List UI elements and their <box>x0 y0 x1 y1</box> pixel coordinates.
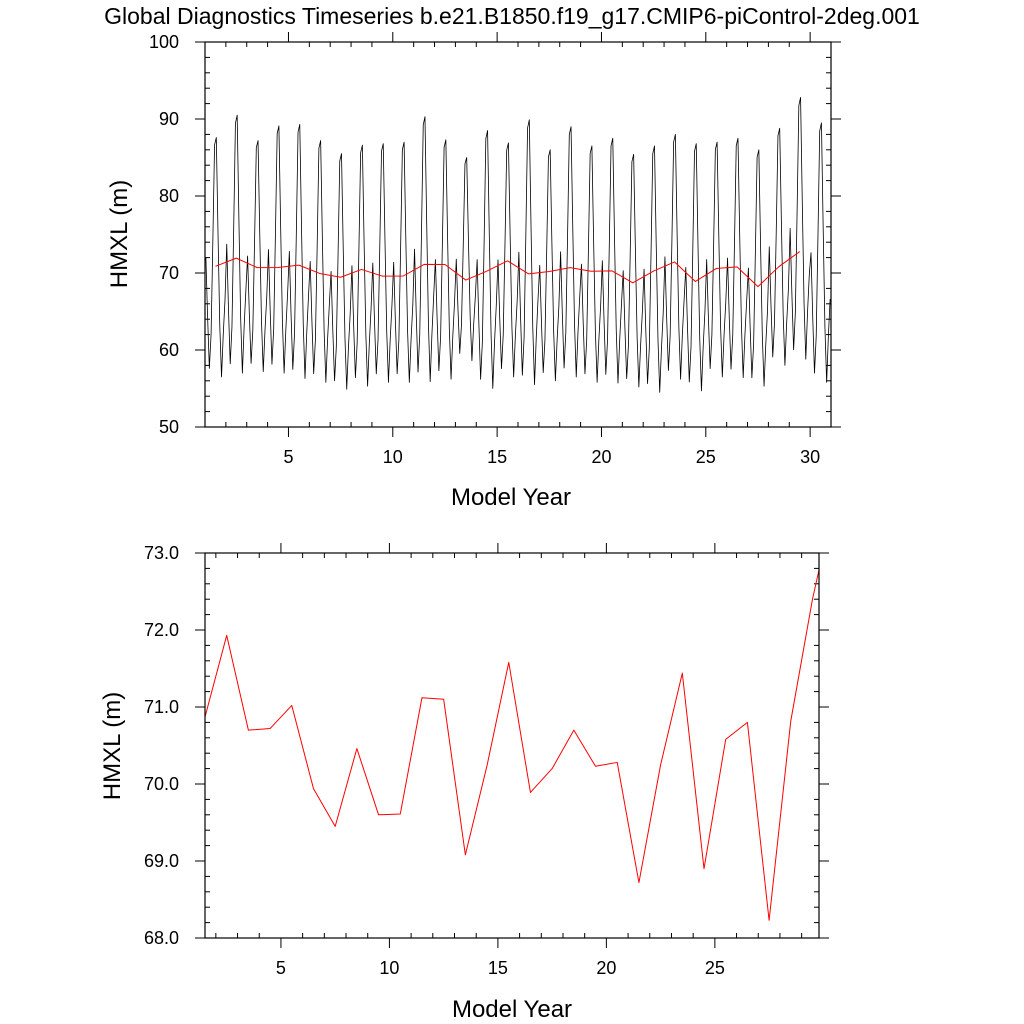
x-tick-label: 25 <box>696 447 716 467</box>
bottom-panel-tick-labels: 5 10 15 20 25 68.0 69.0 70.0 71.0 72.0 73.0 <box>144 543 725 978</box>
y-tick-label: 70.0 <box>144 774 179 794</box>
x-tick-label: 30 <box>800 447 820 467</box>
y-tick-label: 72.0 <box>144 620 179 640</box>
y-tick-label: 70 <box>159 263 179 283</box>
y-tick-label: 90 <box>159 109 179 129</box>
x-tick-label: 10 <box>383 447 403 467</box>
bottom-panel-ticks <box>195 543 829 948</box>
bottom-x-axis-title: Model Year <box>452 996 572 1023</box>
annual-mean-series-line <box>215 251 800 288</box>
figure-title: Global Diagnostics Timeseries b.e21.B185… <box>104 3 920 29</box>
x-tick-label: 5 <box>276 958 286 978</box>
top-panel-frame <box>204 41 832 428</box>
y-tick-label: 80 <box>159 186 179 206</box>
x-tick-label: 25 <box>705 958 725 978</box>
top-x-axis-title: Model Year <box>451 484 571 511</box>
top-panel: 5 10 15 20 25 30 50 60 70 80 90 100 Model Year HMXL… <box>106 32 841 511</box>
y-tick-label: 69.0 <box>144 851 179 871</box>
top-panel-lines <box>205 97 831 393</box>
y-tick-label: 68.0 <box>144 928 179 948</box>
bottom-panel-lines <box>204 569 820 921</box>
bottom-panel: 5 10 15 20 25 68.0 69.0 70.0 71.0 72.0 73.0 Model … <box>99 543 829 1023</box>
y-tick-label: 73.0 <box>144 543 179 563</box>
y-tick-label: 71.0 <box>144 697 179 717</box>
x-tick-label: 20 <box>591 447 611 467</box>
monthly-series-line <box>205 97 831 393</box>
top-panel-tick-labels: 5 10 15 20 25 30 50 60 70 80 90 100 <box>149 32 820 467</box>
y-tick-label: 50 <box>159 417 179 437</box>
x-tick-label: 10 <box>379 958 399 978</box>
top-panel-ticks <box>195 32 841 437</box>
x-tick-label: 5 <box>283 447 293 467</box>
x-tick-label: 20 <box>596 958 616 978</box>
top-y-axis-title: HMXL (m) <box>106 180 133 288</box>
bottom-y-axis-title: HMXL (m) <box>99 692 126 800</box>
bottom-panel-frame <box>204 552 820 939</box>
annual-mean-series-line <box>204 569 820 921</box>
y-tick-label: 100 <box>149 32 179 52</box>
x-tick-label: 15 <box>488 958 508 978</box>
x-tick-label: 15 <box>487 447 507 467</box>
y-tick-label: 60 <box>159 340 179 360</box>
